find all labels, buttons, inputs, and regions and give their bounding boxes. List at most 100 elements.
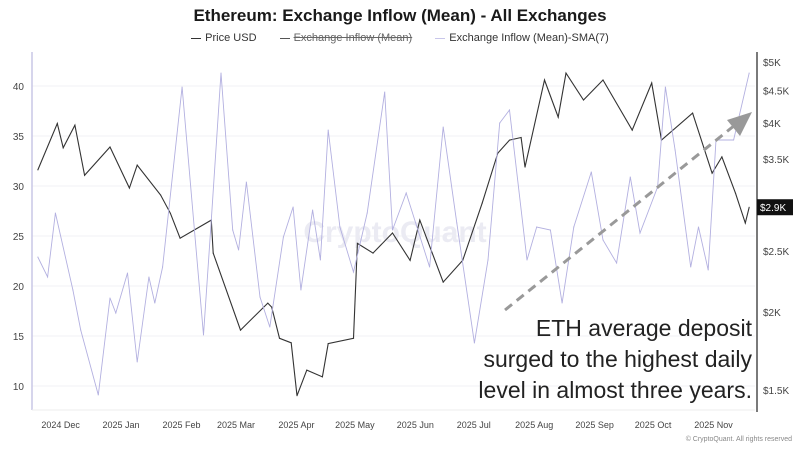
price-point: [62, 147, 64, 149]
sma-point: [109, 297, 111, 299]
sma-point: [148, 276, 150, 278]
sma-point: [499, 122, 501, 124]
sma-point: [136, 361, 138, 363]
legend-item-sma[interactable]: Exchange Inflow (Mean)-SMA(7): [435, 32, 609, 44]
legend-label: Exchange Inflow (Mean): [293, 32, 413, 44]
chart-title: Ethereum: Exchange Inflow (Mean) - All E…: [193, 6, 607, 25]
sma-point: [181, 86, 183, 88]
sma-point: [508, 109, 511, 111]
price-point: [160, 194, 162, 196]
sma-point: [259, 296, 261, 298]
y-left-tick-label: 20: [13, 282, 25, 293]
price-point: [56, 122, 58, 125]
sma-point: [97, 394, 99, 396]
x-tick-label: 2025 Aug: [515, 420, 553, 430]
y-right-tick-label: $2.5K: [763, 247, 789, 258]
price-point: [352, 337, 355, 339]
price-point: [169, 212, 171, 214]
sma-point: [549, 229, 551, 231]
legend-label: Exchange Inflow (Mean)-SMA(7): [449, 32, 609, 44]
sma-point: [37, 256, 39, 258]
sma-point: [210, 219, 212, 221]
price-point: [356, 242, 359, 245]
sma-point: [282, 236, 284, 238]
price-point: [631, 129, 633, 131]
sma-point: [573, 226, 575, 228]
x-tick-label: 2025 May: [335, 420, 375, 430]
price-point: [321, 376, 323, 378]
price-point: [179, 237, 181, 239]
sma-point: [220, 72, 222, 74]
y-left-tick-label: 15: [13, 332, 25, 343]
x-tick-label: 2025 Feb: [162, 420, 200, 430]
sma-point: [473, 342, 475, 344]
price-point: [582, 99, 585, 101]
sma-point: [54, 212, 56, 214]
sma-point: [674, 149, 676, 151]
sma-line: [37, 72, 750, 396]
sma-point: [616, 262, 618, 264]
y-right-tick-label: $3.5K: [763, 155, 789, 166]
price-point: [557, 116, 559, 118]
sma-point: [442, 126, 444, 128]
sma-point: [690, 266, 692, 268]
price-point: [711, 172, 713, 174]
x-tick-label: 2025 Jan: [103, 420, 140, 430]
copyright-footer: © CryptoQuant. All rights reserved: [685, 436, 792, 443]
price-point: [524, 166, 526, 168]
price-point: [109, 146, 111, 148]
y-left-tick-label: 40: [13, 82, 25, 93]
trend-arrow-head-icon: [727, 112, 752, 136]
sma-point: [561, 302, 563, 304]
annotation-line: ETH average deposit: [535, 315, 752, 341]
sma-point: [269, 326, 271, 328]
y-left-tick-label: 10: [13, 382, 25, 393]
price-point: [271, 306, 273, 308]
sma-point: [707, 269, 709, 271]
x-tick-label: 2025 Nov: [694, 420, 733, 430]
sma-point: [602, 239, 604, 241]
sma-point: [536, 226, 538, 228]
sma-point: [339, 226, 341, 228]
trend-arrow-line: [504, 123, 736, 312]
y-right-tick-label: $4.5K: [763, 87, 789, 98]
price-point: [744, 222, 746, 224]
price-point: [391, 232, 394, 234]
legend-item-inflow[interactable]: Exchange Inflow (Mean): [279, 32, 413, 44]
sma-point: [748, 72, 750, 74]
price-point: [651, 82, 653, 84]
price-point: [419, 219, 421, 221]
current-price-label: $2.9K: [760, 203, 786, 214]
sma-point: [161, 266, 164, 268]
legend-swatch: [279, 37, 290, 39]
sma-point: [456, 222, 458, 224]
sma-point: [352, 271, 355, 273]
legend-item-price[interactable]: Price USD: [191, 32, 257, 44]
sma-point: [639, 232, 641, 234]
sma-point: [590, 171, 592, 173]
current-price-badge: [757, 199, 793, 216]
y-right-tick-label: $2K: [763, 308, 781, 319]
sma-point: [664, 86, 666, 88]
price-point: [442, 281, 444, 283]
price-point: [602, 79, 604, 81]
sma-point: [487, 259, 489, 261]
price-point: [74, 124, 76, 126]
price-point: [734, 192, 737, 194]
y-left-tick-label: 25: [13, 232, 25, 243]
sma-point: [319, 259, 322, 261]
sma-point: [732, 139, 735, 141]
price-point: [212, 252, 214, 254]
sma-point: [80, 329, 82, 331]
price-point: [372, 252, 374, 254]
y-left-tick-label: 30: [13, 182, 25, 193]
x-tick-label: 2025 Jul: [457, 420, 491, 430]
y-right-tick-label: $5K: [763, 58, 781, 69]
sma-point: [384, 91, 386, 93]
sma-point: [202, 334, 205, 336]
sma-point: [115, 312, 117, 314]
sma-point: [72, 289, 74, 291]
sma-point: [391, 229, 394, 231]
sma-point: [629, 176, 631, 178]
